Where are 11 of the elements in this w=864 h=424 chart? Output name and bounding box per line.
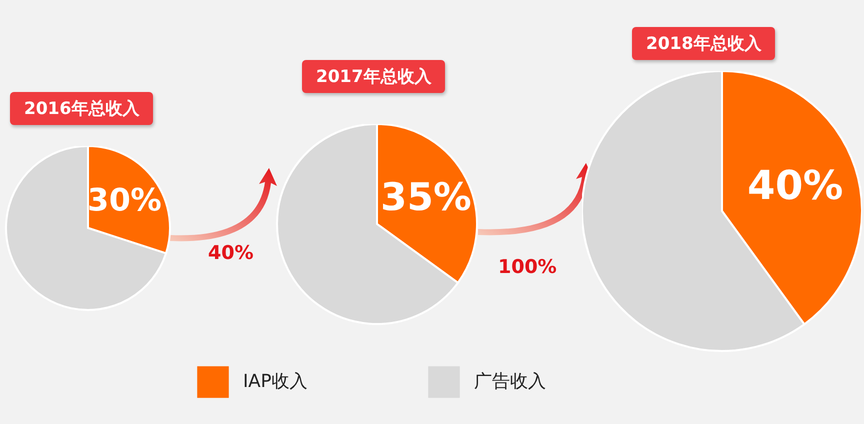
data-label: 35% (380, 175, 472, 220)
data-label: 30% (87, 182, 162, 218)
legend-label: IAP收入 (243, 371, 308, 392)
pie-slice (5, 146, 167, 311)
legend-label: 广告收入 (474, 371, 546, 392)
chart-title: 2017年总收入 (302, 60, 446, 93)
text: 100% (498, 256, 557, 278)
chart-title: 2018年总收入 (632, 27, 776, 60)
data-label: 40% (747, 163, 844, 210)
text: 40% (208, 242, 254, 264)
chart-title: 2016年总收入 (10, 92, 154, 125)
